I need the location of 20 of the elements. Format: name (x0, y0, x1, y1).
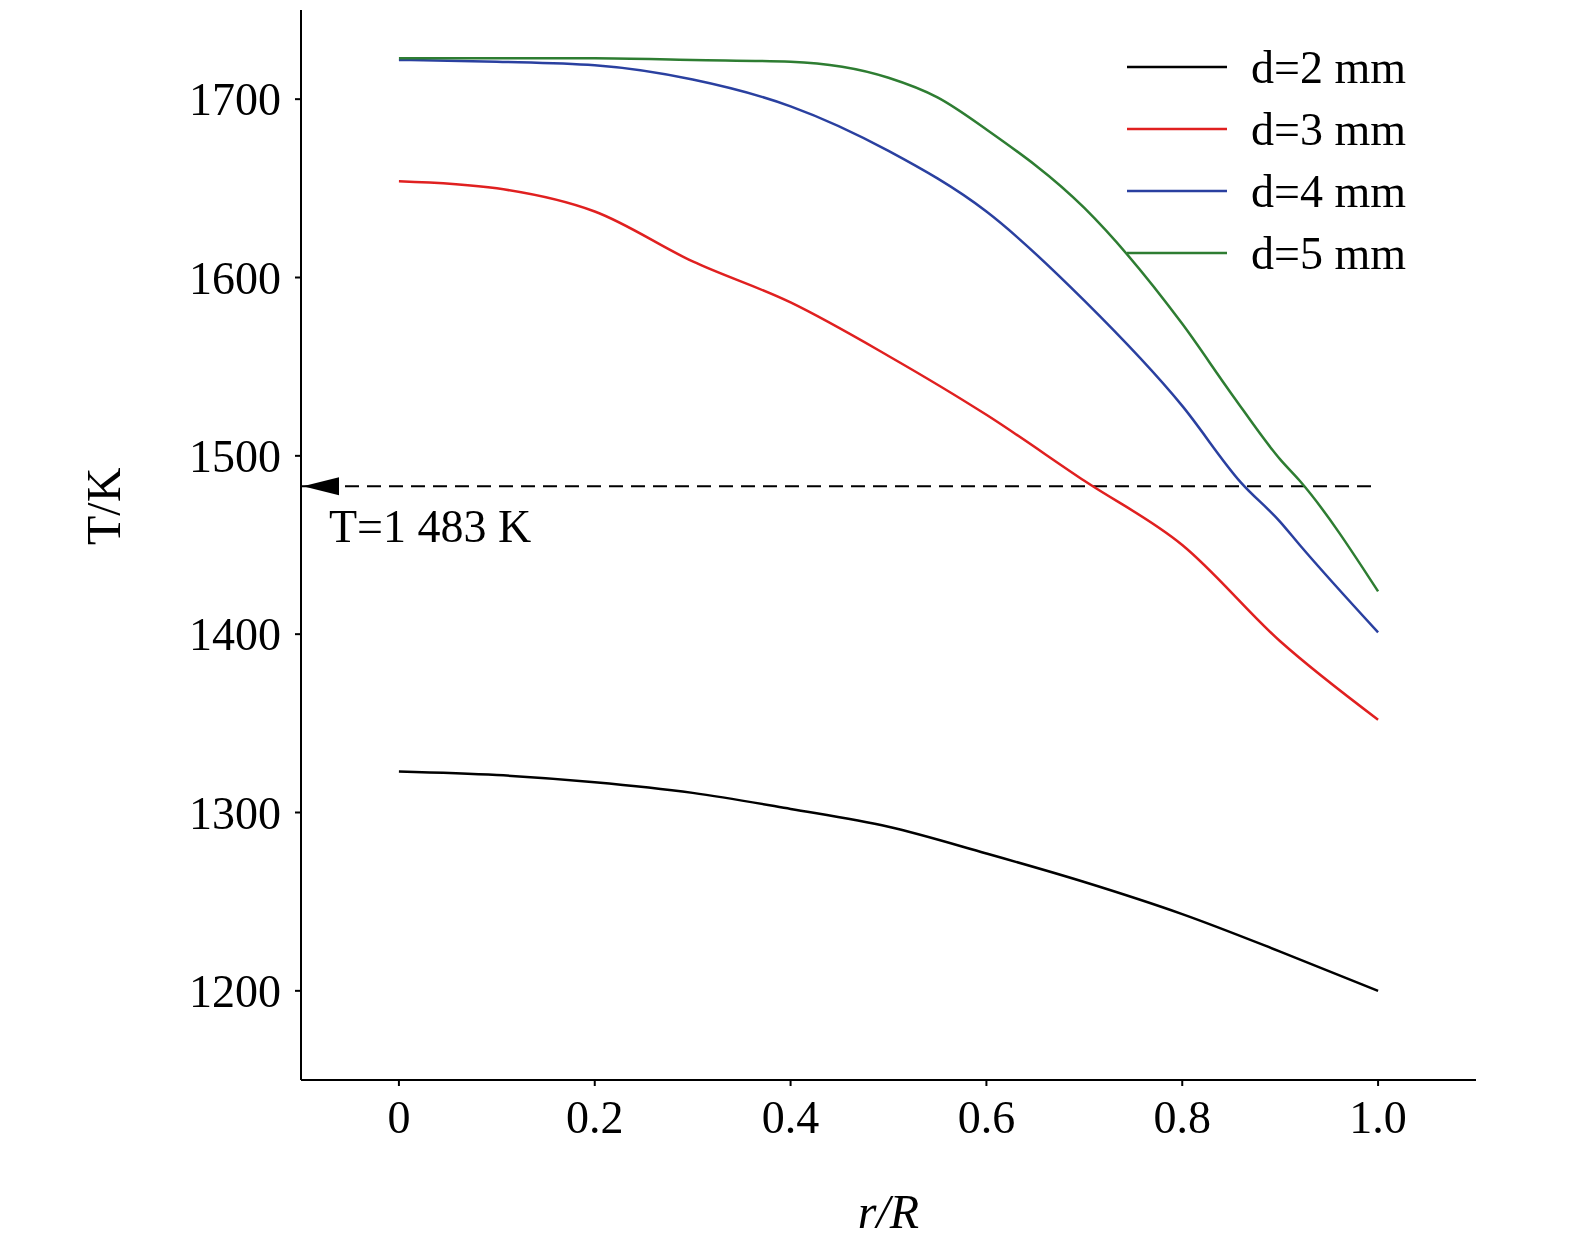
legend-label: d=5 mm (1251, 226, 1407, 280)
y-tick-label: 1700 (189, 74, 281, 126)
x-tick-label: 0.8 (1153, 1091, 1211, 1143)
x-tick-label: 0 (387, 1091, 411, 1143)
y-tick-label: 1300 (189, 787, 281, 839)
y-tick-label: 1500 (189, 431, 281, 483)
y-tick-label: 1600 (189, 252, 281, 304)
ref-line-label: T=1 483 K (329, 501, 532, 553)
x-axis-title: r/R (857, 1185, 920, 1237)
y-tick-label: 1200 (189, 966, 281, 1018)
legend-label: d=3 mm (1251, 102, 1407, 156)
x-tick-label: 1.0 (1349, 1091, 1407, 1143)
line-series (397, 770, 1380, 993)
x-tick-label: 0.6 (957, 1091, 1016, 1143)
legend-label: d=2 mm (1251, 40, 1407, 94)
y-tick-label: 1400 (189, 609, 281, 661)
legend-label: d=4 mm (1251, 164, 1407, 218)
x-tick-label: 0.4 (761, 1091, 820, 1143)
y-axis-title: T/K (77, 467, 131, 545)
x-tick-label: 0.2 (566, 1091, 624, 1143)
